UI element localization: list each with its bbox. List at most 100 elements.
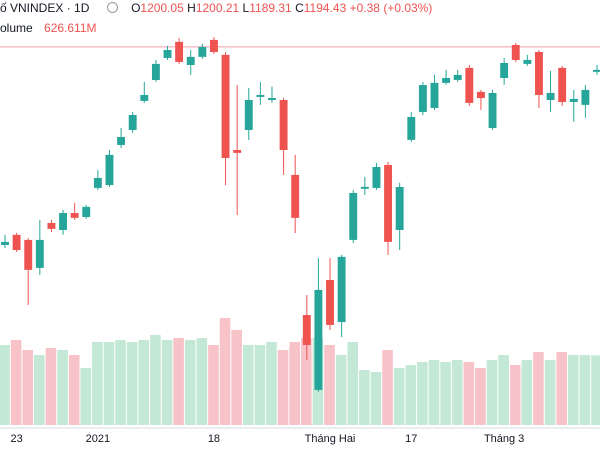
candle-body [117, 137, 126, 145]
candle-body [581, 89, 590, 105]
candle-body [442, 77, 451, 83]
candle-body [70, 213, 79, 218]
candle-body [349, 192, 358, 240]
candle-body [418, 85, 427, 112]
status-icon[interactable] [106, 2, 118, 13]
volume-bar [324, 345, 335, 425]
candle-body [1, 241, 9, 245]
volume-bar [208, 345, 219, 425]
x-tick-label: 2021 [86, 433, 110, 445]
volume-bar [184, 340, 196, 425]
volume-bar [486, 360, 498, 425]
candle-body [47, 222, 56, 229]
volume-bar [80, 368, 92, 425]
volume-bar [451, 360, 463, 425]
volume-bar [68, 355, 80, 425]
x-tick-label: 17 [405, 433, 417, 445]
candle-body [372, 166, 381, 188]
volume-bar [92, 342, 103, 425]
volume-bar [509, 365, 521, 425]
candle-body [105, 154, 114, 186]
volume-bar [359, 370, 370, 425]
close-value: 1194.43 [303, 1, 347, 15]
volume-bar [382, 350, 393, 425]
volume-bar [370, 372, 382, 425]
volume-bar [219, 318, 231, 425]
volume-bar [428, 360, 440, 425]
volume-bar [22, 350, 34, 425]
volume-bar [579, 355, 591, 425]
volume-bar [196, 338, 208, 425]
volume-bar [417, 362, 428, 425]
candle-body [209, 39, 218, 52]
candle-body [140, 94, 149, 101]
symbol: ố VNINDEX [0, 1, 64, 15]
candle-body [326, 279, 334, 325]
volume-bar [242, 345, 254, 425]
volume-bar [115, 340, 126, 425]
volume-bar [277, 350, 289, 425]
volume-bar [463, 362, 475, 425]
low-value: 1189.31 [249, 1, 292, 15]
volume-bar [405, 365, 417, 425]
volume-bar [475, 368, 486, 425]
volume-bar [254, 345, 266, 425]
candle-body [465, 67, 474, 103]
volume-bar [335, 355, 347, 425]
candle-body [151, 63, 160, 80]
candle-body [198, 46, 207, 57]
high-value: 1200.21 [195, 1, 240, 15]
candle-body [12, 234, 21, 251]
volume-bar [231, 330, 242, 425]
candle-body [360, 186, 369, 189]
volume-bar [521, 360, 533, 425]
candle-body [535, 51, 543, 95]
volume-bar [556, 352, 567, 425]
volume-bar [393, 368, 405, 425]
candle-body [384, 164, 393, 242]
candle-body [523, 59, 532, 64]
x-tick-label: Tháng Hai [305, 433, 356, 445]
candle-body [93, 177, 102, 188]
candle-body [500, 63, 509, 78]
volume-bar [567, 355, 579, 425]
open-value: 1200.05 [140, 1, 184, 15]
volume-bar [126, 342, 138, 425]
volume-bar [591, 355, 600, 425]
volume-row: olume 626.611M [0, 21, 97, 35]
x-tick-label: Tháng 3 [484, 433, 524, 445]
candle-body [488, 92, 497, 128]
candle-body [511, 44, 520, 60]
candle-body [186, 56, 195, 65]
candle-body [24, 239, 33, 270]
volume-bar [498, 355, 509, 425]
volume-bar [103, 342, 115, 425]
candle-body [175, 41, 184, 62]
high-label: H [187, 1, 196, 15]
interval: 1D [74, 1, 90, 15]
x-tick-label: 23 [10, 433, 22, 445]
candle-body [593, 69, 600, 72]
candle-body [233, 150, 242, 153]
candle-body [337, 256, 346, 323]
change-pct: (+0.03%) [383, 1, 433, 15]
volume-label: olume [0, 21, 33, 35]
candle-body [268, 98, 276, 101]
volume-bar [347, 342, 359, 425]
volume-bar [301, 338, 312, 425]
candle-body [395, 187, 404, 230]
legend-row: ố VNINDEX · 1D O1200.05 H1200.21 L1189.3… [0, 1, 433, 15]
volume-bar [138, 340, 150, 425]
candle-body [302, 315, 311, 345]
volume-bar [533, 352, 544, 425]
x-axis: 23 2021 18 Tháng Hai 17 Tháng 3 [10, 433, 524, 445]
candle-body [82, 206, 91, 217]
candle-body [279, 100, 288, 151]
volume-bar [289, 342, 300, 425]
volume-bar [161, 340, 173, 425]
candle-body [163, 50, 172, 58]
candle-body [546, 92, 555, 101]
change: +0.38 [349, 1, 380, 15]
